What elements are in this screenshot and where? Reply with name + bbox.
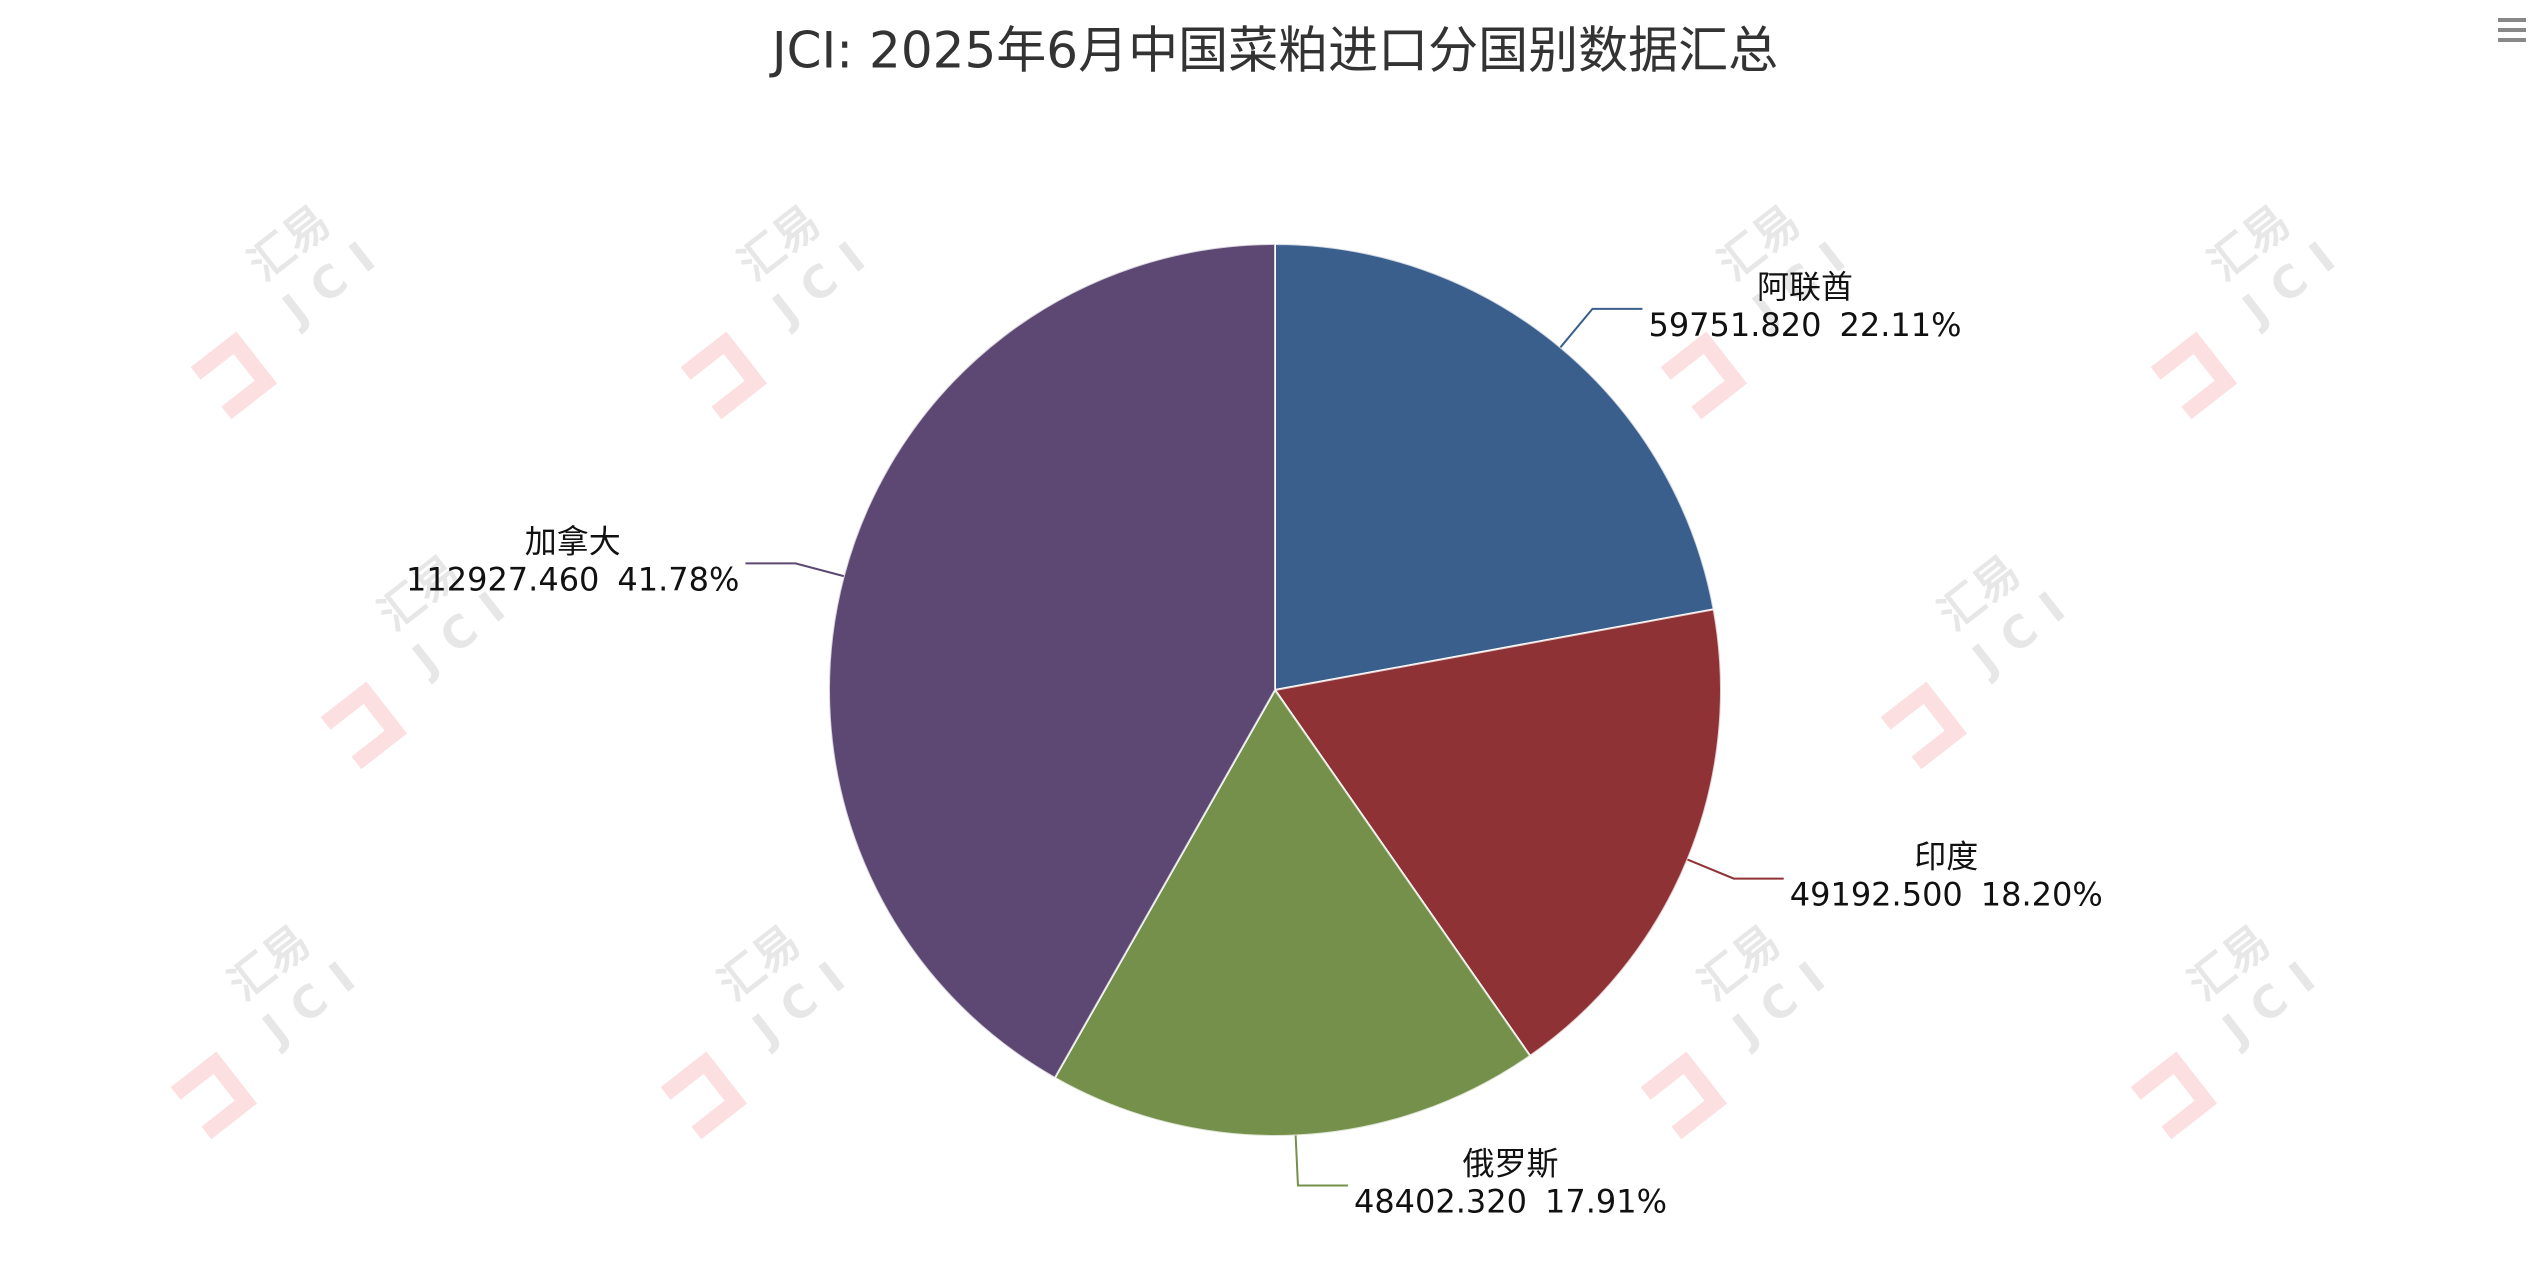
category-label: 加拿大 <box>525 522 621 560</box>
percent-label: 17.91% <box>1545 1182 1667 1220</box>
pie: 59751.820 22.11%阿联酋 49192.500 18.20%印度 48402… <box>406 242 2103 1220</box>
watermark-logo <box>660 1051 748 1140</box>
watermark-logo <box>2150 331 2238 420</box>
category-label: 印度 <box>1914 838 1978 876</box>
watermark-logo <box>1660 331 1748 420</box>
chart-title: JCI: 2025年6月中国菜粕进口分国别数据汇总 <box>769 22 1778 80</box>
watermark-logo <box>190 331 278 420</box>
leader-line <box>745 562 845 578</box>
watermark-logo <box>680 331 768 420</box>
watermark-logo <box>320 681 408 770</box>
leader-line <box>1559 307 1643 348</box>
watermark-logo <box>2130 1051 2218 1140</box>
percent-label: 22.11% <box>1840 306 1962 344</box>
watermark-logo <box>1880 681 1968 770</box>
watermark-logo <box>1640 1051 1728 1140</box>
menu-icon[interactable] <box>2498 18 2526 42</box>
percent-label: 41.78% <box>617 560 739 598</box>
leader-line <box>1687 858 1784 880</box>
leader-line <box>1294 1135 1348 1187</box>
value-label: 112927.460 <box>406 560 599 598</box>
category-label: 俄罗斯 <box>1462 1144 1558 1182</box>
watermark-logo <box>170 1051 258 1140</box>
value-label: 59751.820 <box>1648 306 1821 344</box>
value-label: 49192.500 <box>1790 876 1963 914</box>
category-label: 阿联酋 <box>1757 268 1853 306</box>
value-label: 48402.320 <box>1354 1182 1527 1220</box>
percent-label: 18.20% <box>1981 876 2103 914</box>
